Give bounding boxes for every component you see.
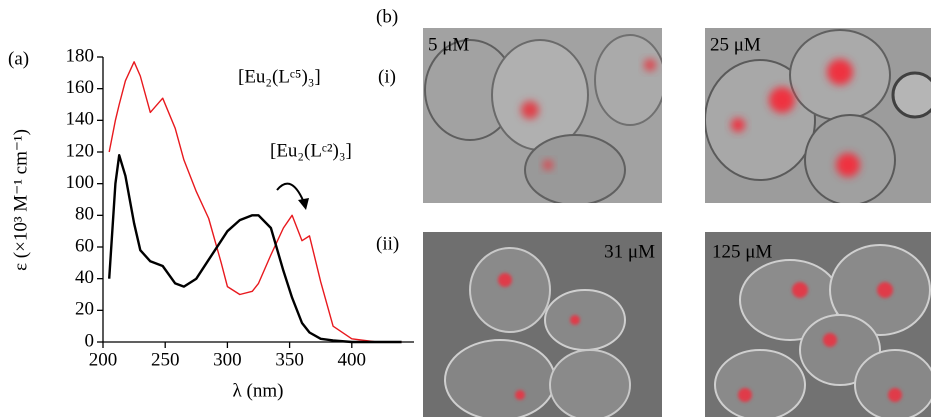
x-tick-label: 300 — [213, 349, 242, 370]
y-tick-label: 120 — [66, 140, 95, 161]
row-label: (ii) — [376, 233, 399, 254]
panel-label: (b) — [376, 6, 398, 27]
y-axis-label: ε (×10³ M⁻¹ cm⁻¹) — [10, 129, 31, 271]
panel-label: (a) — [8, 48, 29, 69]
y-tick-label: 160 — [66, 77, 95, 98]
series-line — [109, 62, 401, 342]
image-label: 25 μM — [710, 34, 761, 55]
y-tick-label: 40 — [75, 267, 94, 288]
y-tick-label: 100 — [66, 172, 95, 193]
y-tick-label: 0 — [85, 330, 95, 351]
x-axis-label: λ (nm) — [233, 380, 284, 401]
row-label: (i) — [378, 66, 396, 87]
image-label: 125 μM — [712, 241, 772, 262]
image-label: 31 μM — [604, 241, 655, 262]
series-label: [Eu₂(Lᶜ²)₃] — [270, 140, 352, 161]
figure: (a) ε (×10³ M⁻¹ cm⁻¹) λ (nm) — [0, 0, 931, 417]
x-tick-label: 350 — [275, 349, 304, 370]
series-line — [109, 155, 401, 342]
x-tick-label: 200 — [89, 349, 118, 370]
y-tick-label: 60 — [75, 235, 94, 256]
x-tick-label: 400 — [338, 349, 367, 370]
series-label: [Eu₂(Lᶜ⁵)₃] — [238, 66, 321, 87]
image-label: 5 μM — [428, 34, 469, 55]
arrow-head — [298, 198, 309, 210]
y-tick-label: 140 — [66, 109, 95, 130]
x-tick-label: 250 — [151, 349, 180, 370]
y-tick-label: 180 — [66, 45, 95, 66]
y-tick-label: 80 — [75, 204, 94, 225]
y-tick-label: 20 — [75, 299, 94, 320]
